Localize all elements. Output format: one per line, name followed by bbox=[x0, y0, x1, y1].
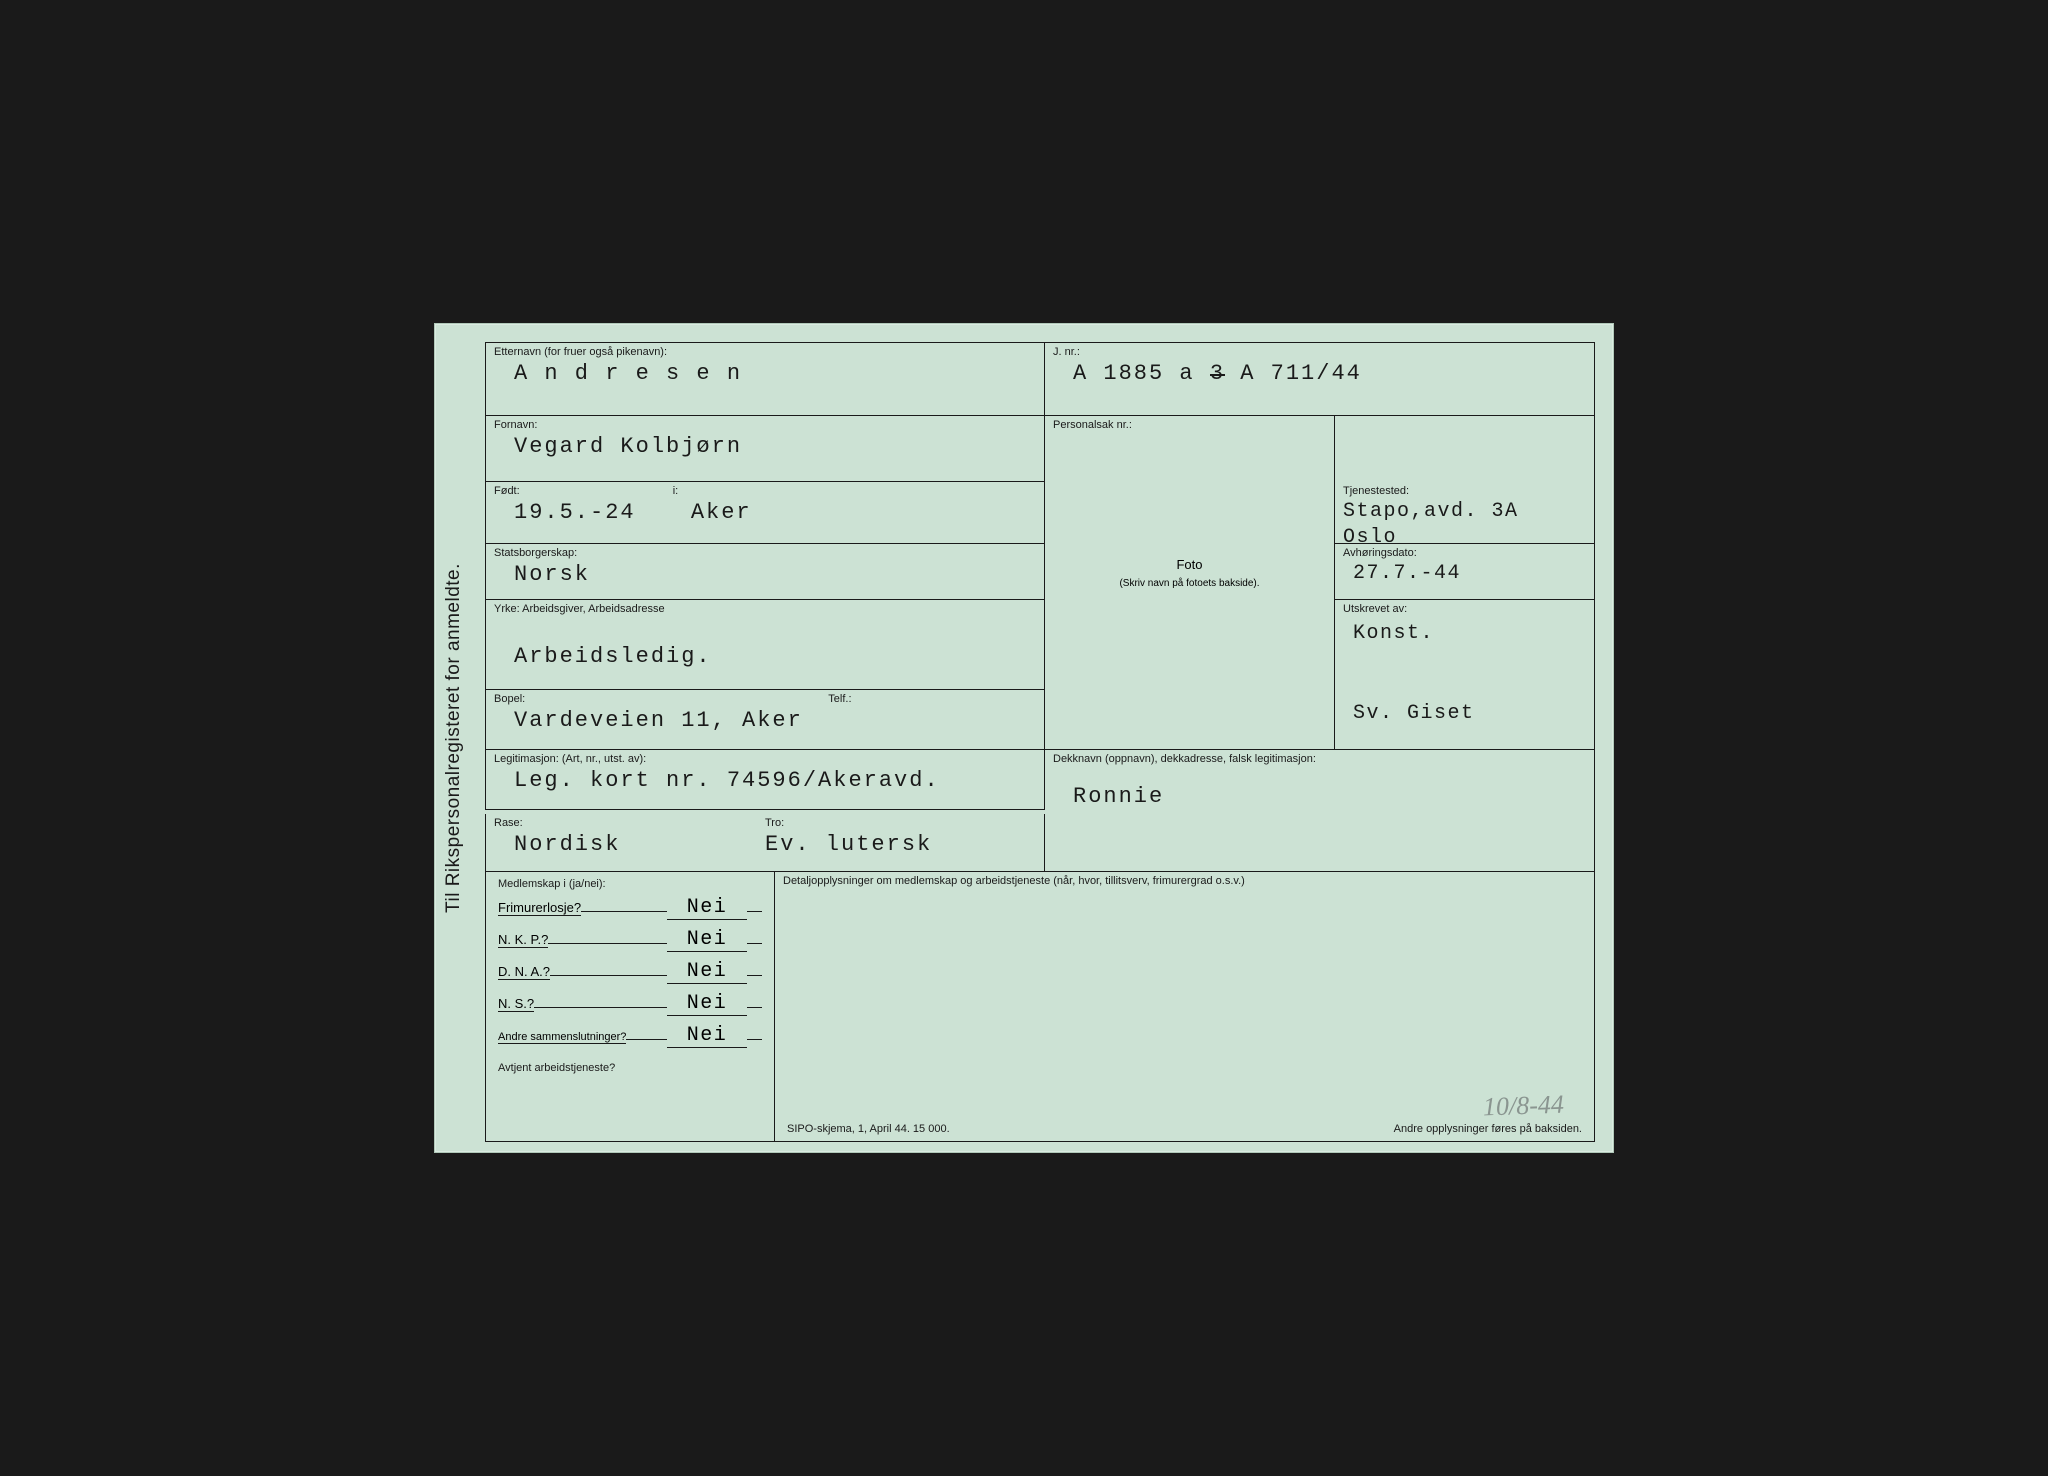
field-tjenestested: Tjenestested: Stapo,avd. 3A Oslo bbox=[1335, 482, 1595, 544]
value-utskrevet2: Sv. Giset bbox=[1343, 701, 1586, 727]
value-tro: Ev. lutersk bbox=[765, 831, 1036, 860]
value-fodt: 19.5.-24 Aker bbox=[494, 499, 1036, 528]
foto-label: Foto bbox=[1176, 557, 1202, 572]
registration-card: Til Rikspersonalregisteret for anmeldte.… bbox=[434, 323, 1614, 1153]
field-rase-tro: Rase: Nordisk Tro: Ev. lutersk bbox=[485, 814, 1045, 872]
field-fornavn: Fornavn: Vegard Kolbjørn bbox=[485, 416, 1045, 482]
value-tjenestested1: Stapo,avd. 3A bbox=[1343, 499, 1586, 525]
field-avhoringsdato: Avhøringsdato: 27.7.-44 bbox=[1335, 544, 1595, 600]
field-utskrevet: Utskrevet av: Konst. bbox=[1335, 600, 1595, 690]
document-scan-frame: Til Rikspersonalregisteret for anmeldte.… bbox=[424, 313, 1624, 1163]
value-legitimasjon: Leg. kort nr. 74596/Akeravd. bbox=[494, 767, 1036, 796]
footer-sipo: SIPO-skjema, 1, April 44. 15 000. bbox=[787, 1123, 950, 1135]
membership-ns: N. S.? Nei bbox=[498, 988, 762, 1020]
value-jnr: A 1885 a 3 A 711/44 bbox=[1053, 360, 1586, 389]
vertical-title: Til Rikspersonalregisteret for anmeldte. bbox=[443, 563, 465, 913]
label-fodt: Født: i: bbox=[494, 485, 1036, 497]
field-legitimasjon: Legitimasjon: (Art, nr., utst. av): Leg.… bbox=[485, 750, 1045, 810]
footer-andre: Andre opplysninger føres på baksiden. bbox=[1394, 1123, 1582, 1135]
label-tro: Tro: bbox=[765, 817, 1036, 829]
value-statsborgerskap: Norsk bbox=[494, 561, 1036, 590]
field-detaljopplysninger: Detaljopplysninger om medlemskap og arbe… bbox=[775, 872, 1595, 1142]
field-dekknavn: Dekknavn (oppnavn), dekkadresse, falsk l… bbox=[1045, 750, 1595, 814]
form-grid: Etternavn (for fruer også pikenavn): A n… bbox=[485, 342, 1595, 1142]
field-medlemskap: Medlemskap i (ja/nei): Frimurerlosje? Ne… bbox=[485, 872, 775, 1142]
label-tjenestested: Tjenestested: bbox=[1343, 485, 1586, 497]
label-avhoringsdato: Avhøringsdato: bbox=[1343, 547, 1586, 559]
membership-nkp: N. K. P.? Nei bbox=[498, 924, 762, 956]
value-jnr-b: A 711/44 bbox=[1240, 361, 1362, 386]
value-avhoringsdato: 27.7.-44 bbox=[1343, 561, 1586, 587]
label-fornavn: Fornavn: bbox=[494, 419, 1036, 431]
field-statsborgerskap: Statsborgerskap: Norsk bbox=[485, 544, 1045, 600]
field-foto-mid: Foto (Skriv navn på fotoets bakside). bbox=[1045, 544, 1335, 600]
label-statsborgerskap: Statsborgerskap: bbox=[494, 547, 1036, 559]
label-yrke: Yrke: Arbeidsgiver, Arbeidsadresse bbox=[494, 603, 1036, 615]
field-bopel: Bopel: Telf.: Vardeveien 11, Aker bbox=[485, 690, 1045, 750]
membership-avtjent: Avtjent arbeidstjeneste? bbox=[498, 1058, 762, 1078]
label-etternavn: Etternavn (for fruer også pikenavn): bbox=[494, 346, 1036, 358]
field-foto-end bbox=[1045, 690, 1335, 750]
field-dekknavn-ext bbox=[1045, 814, 1595, 872]
value-etternavn: A n d r e s e n bbox=[494, 360, 1036, 389]
label-bopel: Bopel: Telf.: bbox=[494, 693, 1036, 705]
field-yrke: Yrke: Arbeidsgiver, Arbeidsadresse Arbei… bbox=[485, 600, 1045, 690]
field-foto-bot bbox=[1045, 600, 1335, 690]
label-utskrevet: Utskrevet av: bbox=[1343, 603, 1586, 615]
value-rase: Nordisk bbox=[494, 831, 765, 860]
membership-dna: D. N. A.? Nei bbox=[498, 956, 762, 988]
label-detaljopplysninger: Detaljopplysninger om medlemskap og arbe… bbox=[783, 875, 1586, 887]
field-foto-top bbox=[1045, 482, 1335, 544]
value-bopel: Vardeveien 11, Aker bbox=[494, 707, 1036, 736]
field-fodt: Født: i: 19.5.-24 Aker bbox=[485, 482, 1045, 544]
field-jnr: J. nr.: A 1885 a 3 A 711/44 bbox=[1045, 342, 1595, 416]
value-yrke: Arbeidsledig. bbox=[494, 643, 1036, 672]
handwriting-date: 10/8-44 bbox=[1483, 1090, 1565, 1123]
label-jnr: J. nr.: bbox=[1053, 346, 1586, 358]
value-utskrevet1: Konst. bbox=[1343, 621, 1586, 647]
membership-andre: Andre sammenslutninger? Nei bbox=[498, 1020, 762, 1052]
label-rase: Rase: bbox=[494, 817, 765, 829]
value-jnr-strike: 3 bbox=[1210, 361, 1225, 386]
membership-frimurerlosje: Frimurerlosje? Nei bbox=[498, 892, 762, 924]
field-tjenestested-empty bbox=[1335, 416, 1595, 482]
label-medlemskap: Medlemskap i (ja/nei): bbox=[498, 878, 762, 890]
label-personalsak: Personalsak nr.: bbox=[1053, 419, 1326, 431]
field-utskrevet2: Sv. Giset bbox=[1335, 690, 1595, 750]
label-dekknavn: Dekknavn (oppnavn), dekkadresse, falsk l… bbox=[1053, 753, 1586, 765]
value-dekknavn: Ronnie bbox=[1053, 783, 1586, 812]
foto-sublabel: (Skriv navn på fotoets bakside). bbox=[1119, 578, 1259, 589]
field-etternavn: Etternavn (for fruer også pikenavn): A n… bbox=[485, 342, 1045, 416]
value-jnr-a: A 1885 a bbox=[1073, 361, 1195, 386]
label-legitimasjon: Legitimasjon: (Art, nr., utst. av): bbox=[494, 753, 1036, 765]
value-fornavn: Vegard Kolbjørn bbox=[494, 433, 1036, 462]
field-personalsak: Personalsak nr.: bbox=[1045, 416, 1335, 482]
